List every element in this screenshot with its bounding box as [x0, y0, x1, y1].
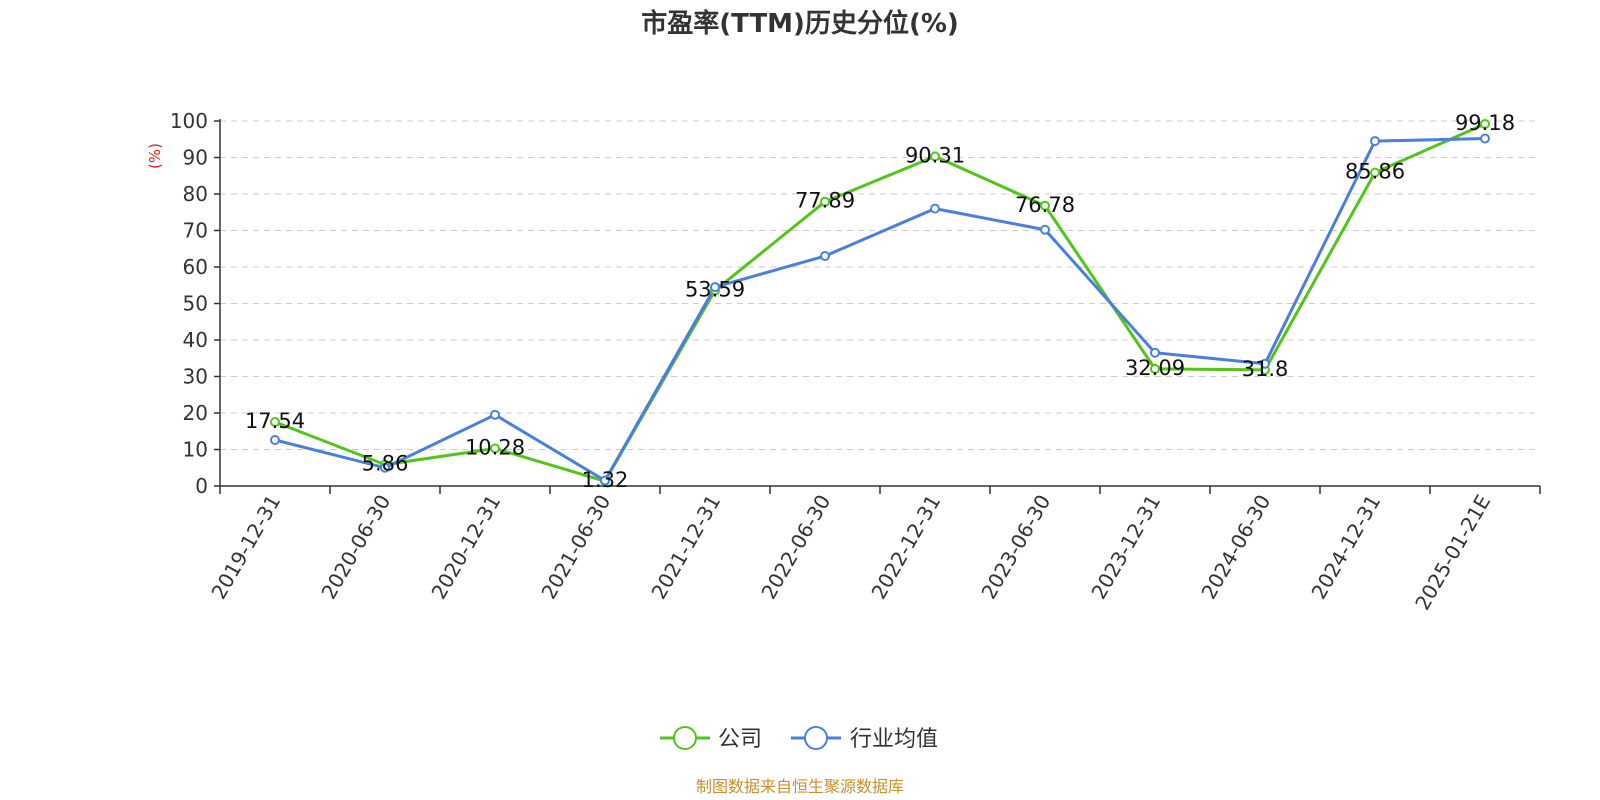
x-tick-label-9: 2024-06-30: [1196, 491, 1275, 604]
grid-lines: [220, 120, 1540, 450]
data-label-3: 1.32: [582, 468, 629, 492]
data-label-10: 85.86: [1345, 160, 1405, 184]
series-1-point-0: [270, 435, 280, 446]
series-0-point-5: [820, 196, 830, 207]
series-0-point-10: [1370, 167, 1380, 178]
legend-label-0: 公司: [718, 727, 762, 752]
y-tick-label-0: 0: [195, 474, 208, 498]
series-1-point-3: [600, 475, 610, 486]
series-1-point-9: [1260, 358, 1270, 369]
y-axis-unit: (%): [146, 143, 164, 169]
series-1-point-10: [1370, 136, 1380, 147]
axes: [219, 119, 1540, 487]
chart-title: 市盈率(TTM)历史分位(%): [641, 8, 959, 39]
series-1-point-6: [930, 203, 940, 214]
series-0-point-2: [490, 443, 500, 454]
y-tick-label-5: 50: [183, 292, 208, 316]
x-tick-label-8: 2023-12-31: [1086, 491, 1165, 604]
legend-label-1: 行业均值: [850, 727, 938, 752]
legend-item-0[interactable]: 公司: [660, 726, 762, 752]
x-tick-label-5: 2022-06-30: [756, 491, 835, 604]
y-tick-label-3: 30: [183, 365, 208, 389]
data-labels: 17.54 5.86 10.28 1.32 53.59 77.89 90.31 76.78 32…: [245, 111, 1515, 492]
legend: 公司 行业均值: [660, 726, 938, 752]
legend-item-1[interactable]: 行业均值: [791, 726, 938, 752]
x-axis-ticks: 2019-12-31 2020-06-30 2020-12-31 2021-06-30…: [206, 486, 1541, 615]
y-tick-label-4: 40: [183, 328, 208, 352]
series-0-point-8: [1150, 363, 1160, 374]
series-line-1: [274, 137, 1486, 483]
series-group: [270, 118, 1490, 487]
legend-marker-1: [804, 726, 828, 750]
series-1-point-1: [380, 462, 390, 473]
x-tick-label-11: 2025-01-21E: [1410, 491, 1495, 615]
x-tick-label-3: 2021-06-30: [536, 491, 615, 604]
y-tick-label-2: 20: [183, 401, 208, 425]
series-1-point-11: [1480, 133, 1490, 144]
series-0-point-11: [1480, 118, 1490, 129]
data-label-2: 10.28: [465, 435, 525, 459]
data-label-11: 99.18: [1455, 111, 1515, 135]
data-label-0: 17.54: [245, 409, 305, 433]
y-tick-label-1: 10: [183, 438, 208, 462]
series-line-0: [274, 122, 1486, 483]
data-label-6: 90.31: [905, 143, 965, 167]
x-tick-label-2: 2020-12-31: [426, 491, 505, 604]
x-tick-label-1: 2020-06-30: [316, 491, 395, 604]
y-axis-ticks: 0 10 20 30 40 50 60 70 80 90 100: [170, 109, 220, 498]
data-label-7: 76.78: [1015, 193, 1075, 217]
source-note: 制图数据来自恒生聚源数据库: [696, 777, 904, 796]
series-1-point-7: [1040, 224, 1050, 235]
x-tick-label-4: 2021-12-31: [646, 491, 725, 604]
series-1-point-8: [1150, 347, 1160, 358]
data-label-8: 32.09: [1125, 356, 1185, 380]
x-tick-label-6: 2022-12-31: [866, 491, 945, 604]
data-label-5: 77.89: [795, 189, 855, 213]
x-tick-label-7: 2023-06-30: [976, 491, 1055, 604]
y-tick-label-8: 80: [183, 182, 208, 206]
x-tick-label-0: 2019-12-31: [206, 491, 285, 604]
legend-marker-0: [673, 726, 697, 750]
series-0-point-6: [930, 151, 940, 162]
data-label-1: 5.86: [362, 452, 409, 476]
y-tick-label-10: 100: [170, 109, 208, 133]
data-label-4: 53.59: [685, 277, 745, 301]
y-tick-label-6: 60: [183, 255, 208, 279]
data-label-9: 31.8: [1242, 357, 1289, 381]
y-tick-label-9: 90: [183, 146, 208, 170]
series-1-point-4: [710, 282, 720, 293]
x-tick-label-10: 2024-12-31: [1306, 491, 1385, 604]
series-0-point-7: [1040, 200, 1050, 211]
y-tick-label-7: 70: [183, 219, 208, 243]
series-1-point-5: [820, 251, 830, 262]
series-1-point-2: [490, 409, 500, 420]
series-0-point-0: [270, 416, 280, 427]
